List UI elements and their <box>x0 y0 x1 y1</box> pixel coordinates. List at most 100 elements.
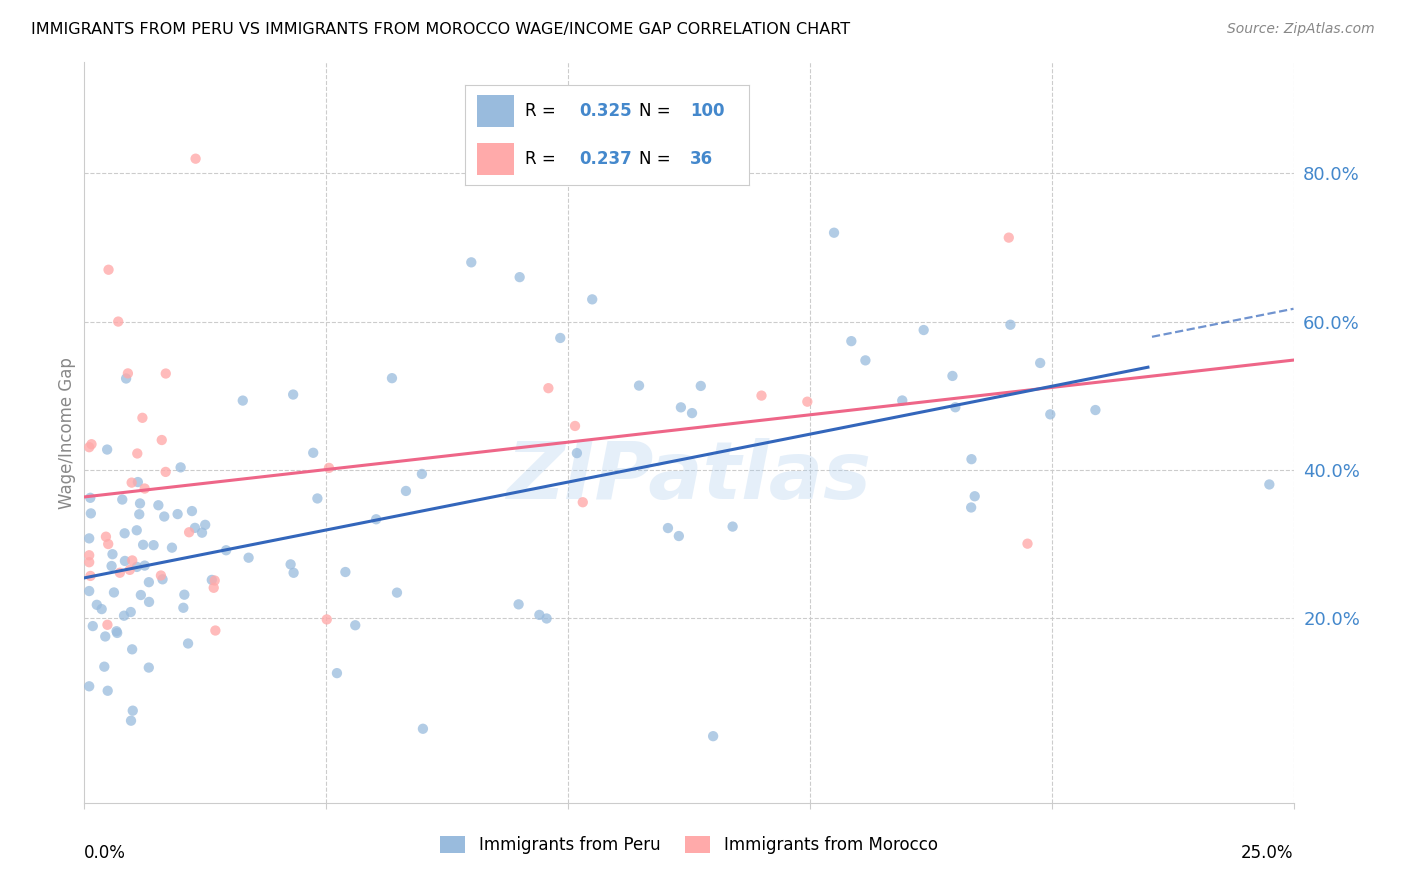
Point <box>508 598 530 612</box>
Point <box>172 600 194 615</box>
Point <box>681 406 703 420</box>
Point <box>132 538 155 552</box>
Point <box>142 538 165 552</box>
Point <box>166 507 188 521</box>
Text: 25.0%: 25.0% <box>1241 844 1294 862</box>
Point <box>107 314 129 328</box>
Point <box>194 517 217 532</box>
Point <box>108 566 131 580</box>
Point <box>127 446 149 460</box>
Point <box>121 704 143 718</box>
Point <box>960 500 983 515</box>
Point <box>548 331 571 345</box>
Point <box>94 530 117 544</box>
Point <box>114 554 136 568</box>
Point <box>912 323 935 337</box>
Point <box>120 605 142 619</box>
Point <box>177 525 200 540</box>
Point <box>96 442 118 457</box>
Point <box>721 519 744 533</box>
Point <box>127 475 149 489</box>
Point <box>93 659 115 673</box>
Point <box>1258 477 1281 491</box>
Point <box>100 559 122 574</box>
Point <box>460 255 482 269</box>
Point <box>335 565 357 579</box>
Point <box>155 367 177 381</box>
Point <box>121 553 143 567</box>
Point <box>215 543 238 558</box>
Point <box>366 512 388 526</box>
Point <box>280 558 302 572</box>
Point <box>79 491 101 505</box>
Point <box>326 666 349 681</box>
Point <box>204 624 226 638</box>
Point <box>97 683 120 698</box>
Point <box>238 550 260 565</box>
Point <box>536 611 558 625</box>
Point <box>181 504 204 518</box>
Point <box>669 401 692 415</box>
Point <box>77 440 100 454</box>
Point <box>668 529 690 543</box>
Point <box>891 393 914 408</box>
Point <box>152 572 174 586</box>
Point <box>232 393 254 408</box>
Point <box>103 585 125 599</box>
Text: 0.0%: 0.0% <box>84 844 127 862</box>
Point <box>77 584 100 599</box>
Point <box>173 588 195 602</box>
Point <box>101 547 124 561</box>
Point <box>385 585 408 599</box>
Point <box>702 729 724 743</box>
Point <box>960 452 983 467</box>
Point <box>153 509 176 524</box>
Point <box>128 508 150 522</box>
Point <box>82 619 104 633</box>
Point <box>201 573 224 587</box>
Point <box>283 566 305 580</box>
Point <box>86 598 108 612</box>
Point <box>307 491 329 506</box>
Point <box>302 446 325 460</box>
Point <box>184 152 207 166</box>
Point <box>149 568 172 582</box>
Point <box>344 618 367 632</box>
Point <box>121 475 143 490</box>
Point <box>1017 536 1039 550</box>
Point <box>202 581 225 595</box>
Point <box>581 293 603 307</box>
Point <box>395 483 418 498</box>
Point <box>1000 318 1022 332</box>
Legend: Immigrants from Peru, Immigrants from Morocco: Immigrants from Peru, Immigrants from Mo… <box>433 830 945 861</box>
Point <box>80 437 103 451</box>
Point <box>315 612 337 626</box>
Point <box>138 595 160 609</box>
Point <box>129 496 152 510</box>
Point <box>96 617 118 632</box>
Point <box>381 371 404 385</box>
Point <box>963 489 986 503</box>
Point <box>565 446 588 460</box>
Point <box>118 563 141 577</box>
Point <box>112 608 135 623</box>
Point <box>796 394 818 409</box>
Point <box>131 410 153 425</box>
Point <box>823 226 845 240</box>
Point <box>150 433 173 447</box>
Point <box>160 541 183 555</box>
Point <box>411 467 433 481</box>
Point <box>114 526 136 541</box>
Point <box>283 387 305 401</box>
Point <box>79 569 101 583</box>
Point <box>121 642 143 657</box>
Text: IMMIGRANTS FROM PERU VS IMMIGRANTS FROM MOROCCO WAGE/INCOME GAP CORRELATION CHAR: IMMIGRANTS FROM PERU VS IMMIGRANTS FROM … <box>31 22 851 37</box>
Point <box>564 419 586 434</box>
Point <box>134 558 156 573</box>
Point <box>125 560 148 574</box>
Point <box>97 537 120 551</box>
Point <box>941 368 963 383</box>
Point <box>318 461 340 475</box>
Point <box>191 525 214 540</box>
Point <box>184 521 207 535</box>
